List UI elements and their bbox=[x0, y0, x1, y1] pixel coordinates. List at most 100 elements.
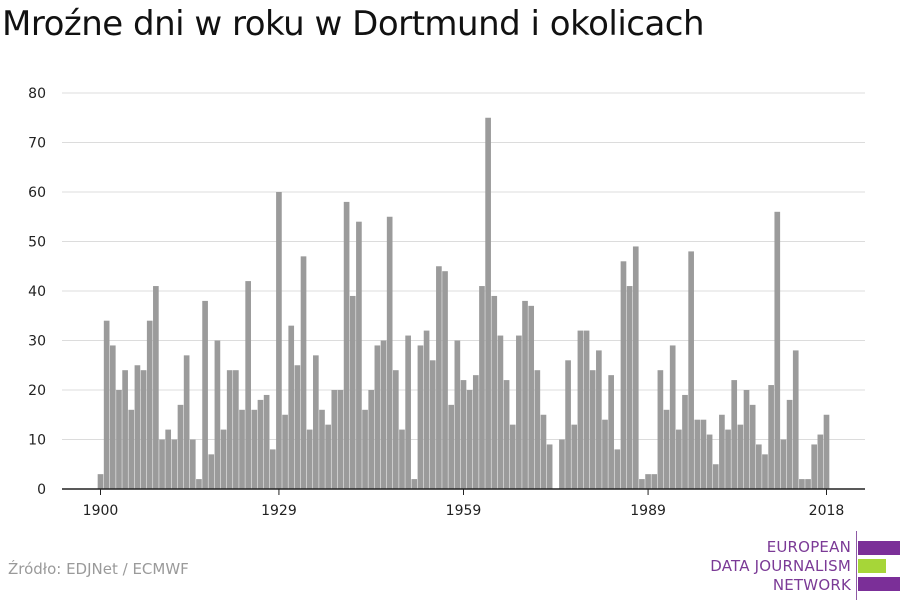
bar-1940 bbox=[343, 201, 350, 489]
bar-1956 bbox=[442, 271, 448, 489]
bar-2003 bbox=[731, 380, 738, 489]
bar-2000 bbox=[712, 464, 719, 489]
bar-1911 bbox=[165, 429, 172, 489]
bar-2016 bbox=[811, 444, 818, 489]
bar-1976 bbox=[565, 360, 571, 489]
bar-1908 bbox=[146, 320, 153, 489]
bar-1990 bbox=[651, 474, 658, 489]
bar-1986 bbox=[626, 286, 633, 489]
x-tick-label: 1929 bbox=[261, 503, 297, 519]
bar-1994 bbox=[676, 429, 682, 489]
bar-2002 bbox=[725, 429, 731, 489]
bar-1957 bbox=[448, 404, 455, 489]
bar-1913 bbox=[177, 404, 184, 489]
bar-1988 bbox=[639, 479, 645, 489]
bar-1998 bbox=[700, 419, 707, 489]
bar-1966 bbox=[503, 380, 510, 489]
bar-1977 bbox=[571, 424, 578, 489]
bar-2005 bbox=[743, 390, 750, 489]
bar-1965 bbox=[497, 335, 504, 489]
bar-1982 bbox=[602, 419, 608, 489]
bar-1983 bbox=[608, 375, 614, 489]
bar-1904 bbox=[122, 370, 128, 489]
bar-1936 bbox=[319, 409, 325, 489]
bar-1969 bbox=[522, 300, 528, 489]
bar-1963 bbox=[485, 117, 491, 489]
bar-2012 bbox=[786, 399, 793, 489]
bar-1970 bbox=[528, 305, 535, 489]
bar-1975 bbox=[559, 439, 565, 489]
y-tick-labels: 0 10 20 30 40 50 60 70 80 bbox=[28, 86, 46, 498]
x-ticks: 1900 1929 1959 1989 2018 bbox=[83, 489, 845, 519]
bar-1955 bbox=[436, 266, 442, 489]
bar-2007 bbox=[755, 444, 762, 489]
bar-1979 bbox=[583, 330, 590, 489]
bar-2008 bbox=[762, 454, 768, 489]
bar-1923 bbox=[239, 409, 245, 489]
bar-1910 bbox=[159, 439, 165, 489]
bar-2004 bbox=[737, 424, 744, 489]
bar-1927 bbox=[263, 394, 270, 489]
bar-1992 bbox=[663, 409, 670, 489]
bar-1989 bbox=[645, 474, 651, 489]
bar-1939 bbox=[337, 390, 344, 489]
bar-1944 bbox=[368, 390, 375, 489]
y-tick-label: 70 bbox=[28, 136, 46, 152]
y-tick-label: 10 bbox=[28, 433, 46, 449]
bar-1903 bbox=[116, 390, 122, 489]
bar-1914 bbox=[183, 355, 190, 489]
bar-1942 bbox=[356, 221, 362, 489]
bar-1958 bbox=[454, 340, 461, 489]
bar-1932 bbox=[294, 365, 301, 489]
bar-1981 bbox=[596, 350, 602, 489]
bar-1996 bbox=[688, 251, 694, 489]
bar-1937 bbox=[325, 424, 331, 489]
frost-days-bar-chart: 0 10 20 30 40 50 60 70 80 1900 1929 1959 1989 2018 bbox=[28, 86, 865, 519]
bar-1907 bbox=[140, 370, 147, 489]
bar-1948 bbox=[392, 370, 399, 489]
y-tick-label: 50 bbox=[28, 235, 46, 251]
bar-1909 bbox=[153, 286, 159, 489]
bar-2015 bbox=[805, 479, 811, 489]
bar-1959 bbox=[460, 380, 467, 489]
logo-line-1: EUROPEAN bbox=[766, 538, 851, 556]
bar-1978 bbox=[577, 330, 584, 489]
bar-1902 bbox=[109, 345, 116, 489]
bar-1931 bbox=[288, 325, 295, 489]
bar-2014 bbox=[799, 479, 805, 489]
x-tick-label: 2018 bbox=[809, 503, 845, 519]
bar-1995 bbox=[682, 394, 688, 489]
bar-1900 bbox=[97, 474, 104, 489]
bar-2017 bbox=[817, 434, 824, 489]
bar-1912 bbox=[171, 439, 178, 489]
bar-2010 bbox=[774, 211, 781, 490]
bar-1917 bbox=[202, 300, 208, 489]
bar-1933 bbox=[300, 256, 307, 489]
bar-1951 bbox=[411, 479, 418, 489]
bar-1962 bbox=[479, 286, 485, 489]
logo-divider bbox=[856, 531, 857, 600]
bar-2013 bbox=[792, 350, 799, 489]
bar-1953 bbox=[423, 330, 430, 489]
bar-1916 bbox=[196, 479, 202, 489]
bar-2018 bbox=[823, 414, 830, 489]
bar-1987 bbox=[632, 246, 639, 489]
bar-1941 bbox=[349, 295, 356, 489]
logo-bar-top bbox=[858, 541, 900, 555]
bar-1928 bbox=[269, 449, 276, 489]
bar-1999 bbox=[706, 434, 713, 489]
bar-1980 bbox=[589, 370, 596, 489]
chart-title: Mroźne dni w roku w Dortmund i okolicach bbox=[2, 4, 705, 44]
logo-line-3: NETWORK bbox=[772, 576, 851, 594]
bar-1920 bbox=[220, 429, 227, 489]
bar-1972 bbox=[540, 414, 547, 489]
bar-1945 bbox=[374, 345, 381, 489]
bar-2001 bbox=[719, 414, 725, 489]
bar-1926 bbox=[257, 399, 264, 489]
bar-1993 bbox=[669, 345, 676, 489]
logo-line-2: DATA JOURNALISM bbox=[710, 557, 851, 575]
x-tick-label: 1900 bbox=[83, 503, 119, 519]
bar-1997 bbox=[694, 419, 701, 489]
y-tick-label: 20 bbox=[28, 383, 46, 399]
bar-1901 bbox=[103, 320, 110, 489]
